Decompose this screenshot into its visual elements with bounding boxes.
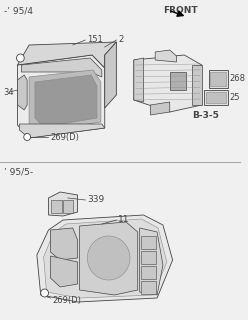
Text: B-3-5: B-3-5 [192,110,219,119]
Polygon shape [50,256,78,287]
Polygon shape [17,55,105,138]
Text: FRONT: FRONT [163,6,198,15]
FancyBboxPatch shape [141,236,156,249]
Text: 34: 34 [3,87,14,97]
Polygon shape [37,215,173,302]
Polygon shape [206,92,226,103]
Polygon shape [19,124,105,138]
Text: 268: 268 [230,74,246,83]
Text: 11: 11 [118,215,130,225]
Polygon shape [80,222,138,295]
Polygon shape [150,102,170,115]
Polygon shape [155,50,177,62]
Polygon shape [170,72,186,90]
Polygon shape [204,90,228,105]
Polygon shape [49,192,78,216]
Text: 269(D): 269(D) [52,295,81,305]
Polygon shape [29,70,101,132]
Text: 269(D): 269(D) [50,132,79,141]
Circle shape [41,289,49,297]
Text: ’ 95/5-: ’ 95/5- [4,167,33,176]
Text: 151: 151 [87,35,103,44]
Polygon shape [211,72,226,86]
FancyBboxPatch shape [141,266,156,278]
Polygon shape [140,228,163,295]
Polygon shape [21,58,102,77]
Circle shape [16,54,24,62]
FancyBboxPatch shape [141,281,156,293]
FancyBboxPatch shape [141,251,156,263]
Circle shape [87,236,130,280]
Polygon shape [44,219,167,298]
Polygon shape [134,55,202,112]
Text: -’ 95/4: -’ 95/4 [4,6,33,15]
Polygon shape [35,75,97,127]
Polygon shape [134,58,144,102]
Text: 25: 25 [230,92,240,101]
Polygon shape [209,70,228,88]
Circle shape [24,133,31,140]
Polygon shape [17,42,116,68]
Text: 2: 2 [118,35,124,44]
FancyBboxPatch shape [62,199,73,212]
Polygon shape [50,228,78,260]
Polygon shape [17,75,27,110]
Text: 339: 339 [87,196,105,204]
Polygon shape [105,42,116,108]
Polygon shape [192,65,202,105]
FancyBboxPatch shape [51,199,62,212]
